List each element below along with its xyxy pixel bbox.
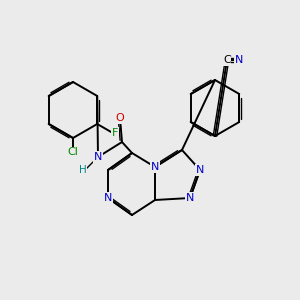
Text: O: O <box>116 113 124 123</box>
Text: N: N <box>196 165 204 175</box>
Text: Cl: Cl <box>68 147 78 157</box>
Text: F: F <box>112 128 118 138</box>
Text: H: H <box>79 165 87 175</box>
Text: N: N <box>235 55 243 65</box>
Text: N: N <box>104 193 112 203</box>
Text: N: N <box>186 193 194 203</box>
Text: N: N <box>151 162 159 172</box>
Text: N: N <box>94 152 102 162</box>
Text: C: C <box>223 55 231 65</box>
